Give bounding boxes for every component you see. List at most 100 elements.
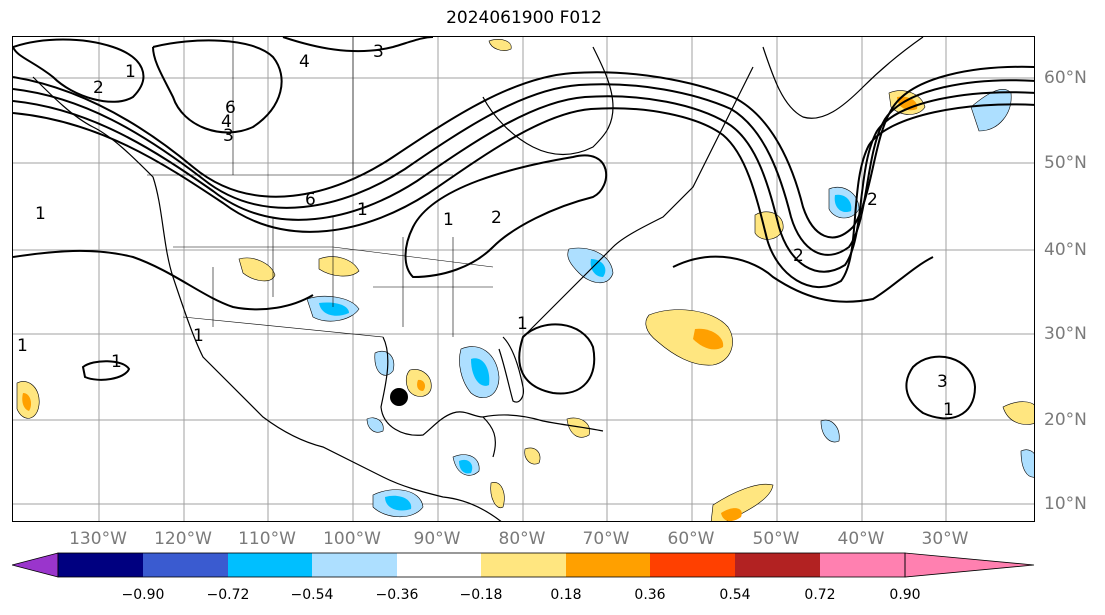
contour-label: 4	[299, 52, 310, 72]
negative-anomaly-pacific-south-core	[385, 495, 412, 511]
contour-lines	[13, 37, 1034, 420]
lat-label: 50°N	[1044, 153, 1087, 173]
colorbar-segment	[397, 553, 481, 577]
graticule	[13, 37, 1034, 521]
colorbar	[12, 552, 1035, 578]
colorbar-tick: 0.72	[804, 587, 836, 603]
contour-label: 3	[937, 372, 948, 392]
contour-labels: 1 2 3 4 6 1 2 3 4 6 1 2 1 1 3 1 2 1 1 1	[17, 42, 954, 420]
contour-closed-2	[518, 323, 596, 395]
colorbar-tick: 0.54	[719, 587, 751, 603]
positive-anomaly-pacific-core	[22, 393, 31, 411]
negative-anomaly-plains-core	[319, 302, 349, 316]
lon-label: 30°W	[921, 529, 969, 549]
lon-label: 130°W	[69, 529, 127, 549]
contour-label: 1	[517, 314, 528, 334]
lon-label: 120°W	[154, 529, 212, 549]
lon-label: 50°W	[752, 529, 800, 549]
contour-jet-2	[13, 79, 1034, 256]
coastline-gulf	[380, 336, 496, 458]
contour-nw-3	[282, 37, 434, 53]
colorbar-tick: −0.18	[459, 587, 503, 603]
colorbar-segment	[58, 553, 143, 577]
positive-anomaly-west	[238, 257, 276, 282]
contour-label: 4	[221, 112, 232, 132]
contour-jet-1	[13, 65, 1034, 239]
positive-anomaly-top	[488, 39, 512, 51]
negative-anomaly-atlantic-core	[590, 259, 606, 277]
contour-jet-3	[13, 91, 1034, 273]
colorbar-segment	[228, 553, 312, 577]
contour-label: 1	[17, 336, 28, 356]
contour-label: 3	[373, 42, 384, 62]
lat-label: 20°N	[1044, 410, 1087, 430]
positive-anomaly-core	[693, 328, 724, 350]
negative-anomaly-small	[366, 417, 384, 433]
negative-anomaly-texas	[374, 351, 395, 376]
lon-label: 90°W	[413, 529, 461, 549]
contour-label: 2	[491, 208, 502, 228]
coastline-florida	[498, 336, 524, 403]
positive-anomaly-south-core	[721, 508, 742, 521]
colorbar-segment	[735, 553, 820, 577]
coastline-greenland	[762, 37, 924, 119]
colorbar-segment	[820, 553, 905, 577]
contour-label: 3	[223, 126, 234, 146]
colorbar-tick: −0.54	[290, 587, 334, 603]
borders	[147, 37, 494, 338]
contour-jet-4	[13, 103, 1034, 288]
contour-closed-1	[404, 154, 607, 279]
colorbar-segment	[650, 553, 735, 577]
lat-label: 10°N	[1044, 494, 1087, 514]
colorbar-tick: −0.90	[121, 587, 165, 603]
positive-anomaly-caribbean	[566, 417, 590, 438]
negative-anomaly-east	[820, 419, 840, 443]
lon-label: 60°W	[667, 529, 715, 549]
contour-label: 1	[357, 200, 368, 220]
contour-nw-1	[13, 38, 145, 103]
lat-label: 60°N	[1044, 68, 1087, 88]
positive-anomaly-central	[524, 447, 541, 465]
positive-anomaly-atlantic	[645, 309, 733, 366]
contour-label: 2	[93, 78, 104, 98]
contour-closed-3	[905, 355, 977, 420]
positive-anomaly-rockies	[318, 256, 360, 277]
lon-label: 100°W	[323, 529, 381, 549]
coastline-atlantic	[522, 66, 754, 338]
negative-anomaly-greenland	[970, 88, 1012, 132]
colorbar-tick: 0.18	[550, 587, 582, 603]
colorbar-tick: 0.90	[889, 587, 921, 603]
colorbar-segment	[312, 553, 397, 577]
lon-label: 70°W	[582, 529, 630, 549]
positive-anomaly-gulf-core	[417, 379, 426, 391]
colorbar-tick: −0.36	[375, 587, 419, 603]
contour-label: 6	[305, 190, 316, 210]
lon-label: 40°W	[837, 529, 885, 549]
map-panel[interactable]: 1 2 3 4 6 1 2 3 4 6 1 2 1 1 3 1 2 1 1 1	[12, 36, 1035, 522]
contour-label: 1	[111, 352, 122, 372]
negative-anomaly-central-core	[459, 459, 473, 474]
contour-label: 2	[867, 190, 878, 210]
contour-label: 1	[35, 204, 46, 224]
contour-lower-west	[13, 249, 314, 311]
negative-anomaly-gulf-core	[471, 358, 490, 386]
colorbar-segment	[566, 553, 650, 577]
contour-label: 2	[793, 246, 804, 266]
coastline-hudson	[482, 46, 614, 156]
contour-label: 6	[225, 98, 236, 118]
contour-lower-east	[672, 255, 934, 303]
positive-anomaly-mexico	[490, 482, 505, 509]
contour-label: 1	[125, 62, 136, 82]
positive-anomaly-south	[710, 483, 774, 521]
colorbar-segment	[481, 553, 566, 577]
contour-closed-4	[81, 360, 131, 381]
contour-label: 1	[443, 210, 454, 230]
lon-label: 110°W	[238, 529, 296, 549]
map-canvas[interactable]: 1 2 3 4 6 1 2 3 4 6 1 2 1 1 3 1 2 1 1 1	[13, 37, 1035, 522]
colorbar-tick: −0.72	[206, 587, 250, 603]
colorbar-tick: 0.36	[634, 587, 666, 603]
storm-center-marker	[390, 388, 408, 406]
contour-label: 1	[193, 326, 204, 346]
lon-label: 80°W	[498, 529, 546, 549]
colorbar-segment	[143, 553, 228, 577]
